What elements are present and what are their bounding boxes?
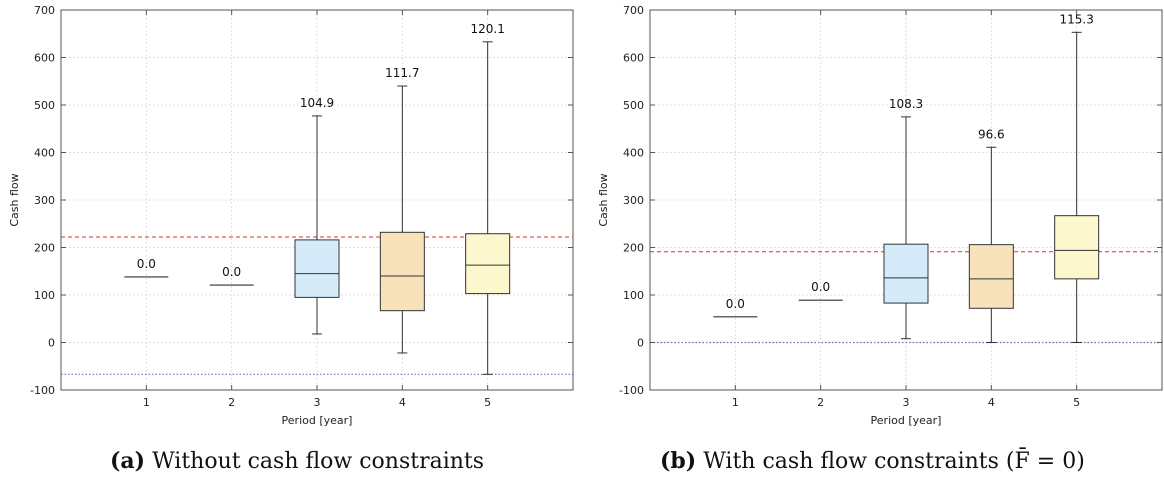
y-tick-label: 400 — [623, 147, 644, 160]
y-tick-label: 0 — [48, 337, 55, 350]
y-tick-label: 100 — [623, 289, 644, 302]
y-tick-label: 100 — [34, 289, 55, 302]
data-label: 104.9 — [300, 96, 334, 110]
y-axis-title: Cash flow — [8, 173, 21, 226]
y-tick-label: 0 — [637, 337, 644, 350]
y-axis-title: Cash flow — [597, 173, 610, 226]
y-tick-label: 300 — [34, 194, 55, 207]
y-tick-label: -100 — [30, 384, 55, 397]
chart-panel-b: -100 0 100 200 300 400 500 600 700 1 2 3 4 5 Period [y… — [597, 4, 1163, 427]
box-3: 108.3 — [883, 97, 929, 340]
y-tick-label: 700 — [34, 4, 55, 17]
data-label: 120.1 — [470, 22, 504, 36]
y-tick-label: -100 — [619, 384, 644, 397]
box-body — [294, 239, 340, 298]
y-tick-label: 600 — [34, 52, 55, 65]
x-tick-label: 3 — [314, 396, 321, 409]
caption-a-text: Without cash flow constraints — [152, 449, 485, 474]
data-label: 108.3 — [889, 97, 923, 111]
y-tick-label: 500 — [34, 99, 55, 112]
box-3: 104.9 — [294, 96, 340, 335]
data-label: 0.0 — [726, 297, 745, 311]
box-2: 0.0 — [209, 265, 254, 286]
caption-a: (a) Without cash flow constraints — [110, 448, 484, 474]
box-body — [465, 233, 511, 295]
caption-a-letter: (a) — [110, 448, 146, 474]
box-4: 96.6 — [968, 127, 1014, 343]
box-5: 120.1 — [465, 22, 511, 375]
x-axis-title: Period [year] — [871, 414, 942, 427]
box-body — [1054, 215, 1100, 280]
data-label: 111.7 — [385, 66, 419, 80]
data-label: 0.0 — [137, 257, 156, 271]
y-tick-label: 700 — [623, 4, 644, 17]
x-tick-label: 3 — [903, 396, 910, 409]
x-tick-label: 5 — [484, 396, 491, 409]
x-tick-label: 4 — [399, 396, 406, 409]
caption-b-letter: (b) — [660, 448, 697, 474]
caption-b-text: With cash flow constraints (F̄ = 0) — [703, 449, 1085, 474]
x-tick-label: 1 — [732, 396, 739, 409]
y-tick-label: 300 — [623, 194, 644, 207]
box-body — [883, 243, 929, 304]
x-tick-label: 5 — [1073, 396, 1080, 409]
x-axis-title: Period [year] — [282, 414, 353, 427]
y-tick-label: 400 — [34, 147, 55, 160]
caption-b: (b) With cash flow constraints (F̄ = 0) — [660, 448, 1085, 474]
x-tick-label: 4 — [988, 396, 995, 409]
box-2: 0.0 — [798, 280, 843, 301]
box-1: 0.0 — [713, 297, 758, 318]
x-tick-label: 2 — [228, 396, 235, 409]
data-label: 115.3 — [1059, 12, 1093, 26]
box-body — [968, 244, 1014, 309]
data-label: 96.6 — [978, 127, 1005, 141]
box-1: 0.0 — [124, 257, 169, 278]
box-5: 115.3 — [1054, 12, 1100, 343]
y-tick-label: 200 — [623, 242, 644, 255]
x-tick-label: 1 — [143, 396, 150, 409]
y-tick-label: 600 — [623, 52, 644, 65]
chart-panel-a: -100 0 100 200 300 400 500 600 700 1 2 3 4 5 Period [y… — [8, 4, 574, 427]
x-tick-label: 2 — [817, 396, 824, 409]
data-label: 0.0 — [811, 280, 830, 294]
data-label: 0.0 — [222, 265, 241, 279]
y-tick-label: 500 — [623, 99, 644, 112]
box-4: 111.7 — [379, 66, 425, 354]
y-tick-label: 200 — [34, 242, 55, 255]
box-body — [379, 231, 425, 312]
